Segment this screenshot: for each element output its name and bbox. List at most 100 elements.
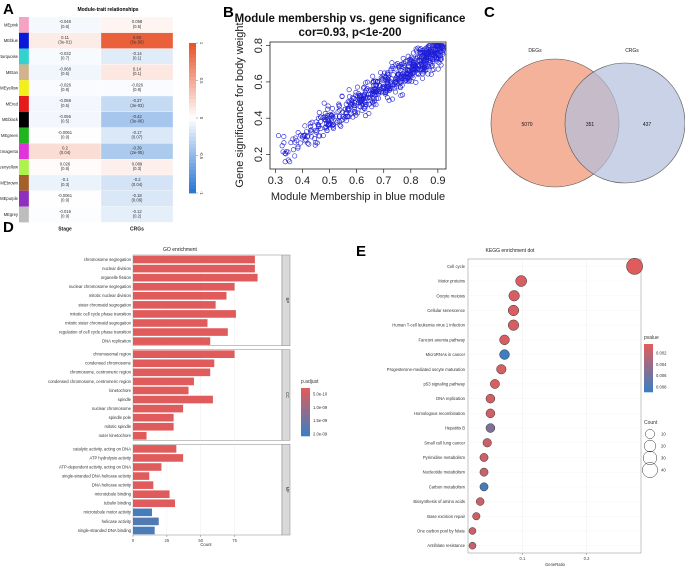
colorbar-segment [189, 84, 196, 89]
kegg-term-label: Biosynthesis of amino acids [413, 499, 465, 504]
scatter-point [279, 143, 285, 149]
scatter-point [416, 57, 422, 63]
kegg-term-label: Small cell lung cancer [424, 440, 465, 445]
scatter-point [330, 111, 336, 117]
go-term-label: kinetochore [109, 388, 131, 393]
module-color-swatch [19, 96, 29, 112]
kegg-legend-gradient [644, 380, 653, 383]
go-bar [133, 377, 194, 386]
scatter-point [316, 110, 322, 116]
panel-letter-e: E [356, 243, 366, 260]
y-tick-label: 0.8 [253, 38, 265, 53]
scatter-point [336, 101, 342, 107]
kegg-legend-count-title: Count [644, 420, 658, 426]
go-bar [133, 337, 211, 345]
scatter-point [407, 72, 413, 78]
kegg-legend-gradient [644, 384, 653, 386]
scatter-point [385, 71, 391, 77]
scatter-point [316, 122, 322, 128]
kegg-dot [479, 467, 489, 477]
colorbar-segment [189, 69, 196, 74]
module-color-swatch [19, 32, 29, 49]
kegg-term-label: Base excision repair [427, 514, 465, 519]
heatmap-cell-label: (0.07) [132, 134, 144, 139]
scatter-point [405, 53, 411, 59]
scatter-point [313, 119, 319, 125]
venn-panel: DEGs CRGs 5070 351 437 [490, 48, 685, 188]
scatter-point [440, 43, 446, 49]
scatter-point [352, 100, 358, 106]
go-term-label: condensed chromosome, centromeric region [48, 379, 132, 384]
kegg-dot [482, 438, 492, 448]
kegg-x-axis-label: GeneRatio [545, 562, 566, 567]
heatmap-title: Module-trait relationships [77, 7, 138, 13]
go-bar [133, 422, 174, 431]
scatter-point [430, 53, 436, 59]
colorbar-segment [189, 106, 196, 111]
scatter-point [303, 137, 309, 143]
colorbar-segment [189, 163, 196, 168]
colorbar-segment [189, 144, 196, 149]
scatter-point [437, 57, 443, 63]
go-legend-gradient [301, 432, 310, 435]
scatter-point [410, 56, 416, 62]
kegg-legend-count-label: 10 [661, 432, 666, 437]
go-legend-gradient [301, 394, 310, 397]
scatter-point [287, 159, 293, 165]
scatter-point [383, 89, 389, 95]
module-label: MEred [6, 101, 19, 106]
colorbar-segment [189, 140, 196, 145]
heatmap-cell [100, 206, 174, 223]
go-legend-gradient [301, 405, 310, 408]
scatter-point [417, 47, 423, 53]
scatter-point [371, 89, 377, 95]
kegg-legend-gradient [644, 371, 653, 374]
x-tick-label: 0.8 [403, 175, 418, 187]
scatter-point [410, 50, 416, 56]
scatter-point [359, 96, 365, 102]
go-bar [133, 255, 255, 264]
scatter-point [336, 103, 342, 109]
scatter-point [346, 114, 352, 120]
scatter-point [368, 97, 374, 103]
go-term-label: chromosomal region [93, 352, 132, 357]
go-term-label: sister chromatid segregation [78, 302, 131, 307]
go-legend-gradient [301, 402, 310, 405]
colorbar-segment [189, 58, 196, 63]
scatter-point [409, 67, 415, 73]
heatmap-cell-label: (0.8) [61, 87, 70, 92]
kegg-legend-gradient [644, 385, 653, 388]
scatter-subtitle: cor=0.93, p<1e-200 [299, 27, 402, 39]
heatmap-cell-label: -0.12 [132, 209, 142, 214]
scatter-point [292, 153, 298, 159]
go-legend-gradient [301, 410, 310, 413]
scatter-point [308, 129, 314, 135]
go-term-label: nuclear chromosome [92, 406, 132, 411]
scatter-point [398, 79, 404, 85]
x-tick-label: 0.6 [349, 175, 364, 187]
go-legend-tick-label: 1.5e-09 [313, 418, 328, 423]
colorbar-tick-label: -1 [199, 191, 204, 195]
scatter-point [386, 72, 392, 78]
kegg-dot [496, 364, 507, 375]
scatter-point [349, 99, 355, 105]
go-bar [133, 508, 152, 517]
heatmap-cell-label: -0.026 [131, 82, 144, 87]
colorbar-segment [189, 174, 196, 179]
scatter-point [384, 95, 390, 101]
scatter-point [374, 82, 380, 88]
kegg-legend-pvalue-title: pvalue [644, 335, 659, 341]
colorbar-segment [189, 54, 196, 59]
scatter-point [354, 84, 360, 90]
scatter-point [285, 157, 291, 163]
y-tick-label: 0.4 [253, 111, 265, 126]
heatmap-cell-label: -0.026 [59, 82, 72, 87]
scatter-point [392, 66, 398, 72]
module-label: MEtan [6, 70, 19, 75]
kegg-legend-count-circle [645, 429, 655, 439]
go-bar [133, 490, 170, 499]
scatter-point [373, 102, 379, 108]
scatter-point [328, 118, 334, 124]
heatmap-cell-label: -0.18 [132, 193, 142, 198]
